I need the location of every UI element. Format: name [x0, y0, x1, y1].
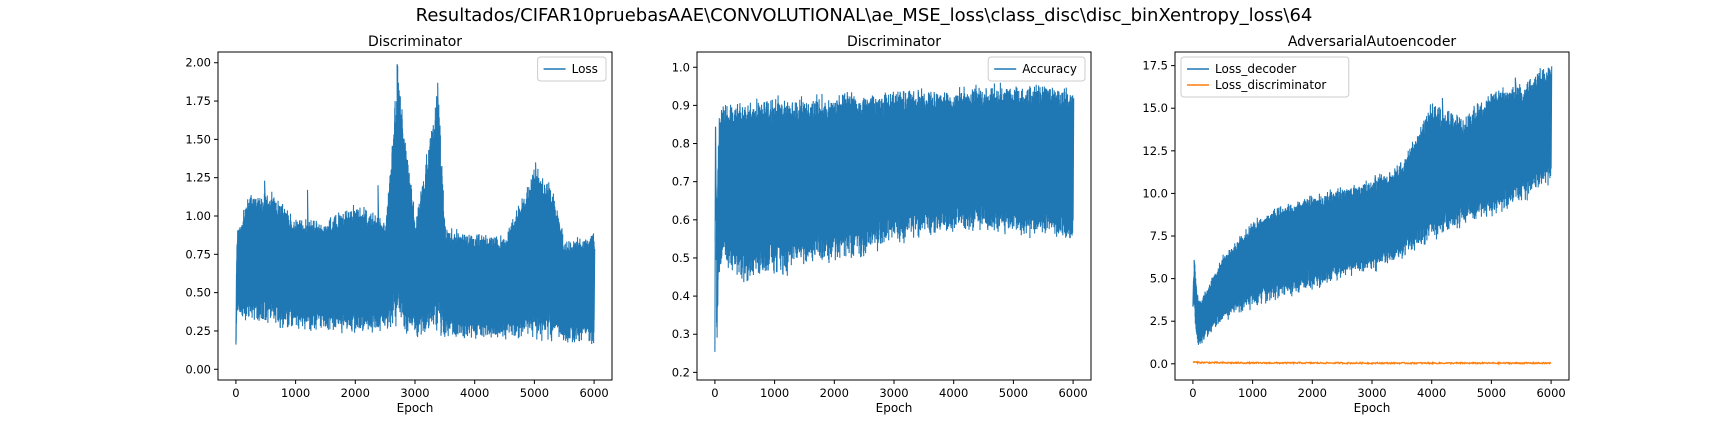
- series-line: [1192, 360, 1552, 366]
- legend: Loss_decoder Loss_discriminator: [1180, 56, 1350, 98]
- x-tick-label: 5000: [520, 386, 549, 400]
- y-tick-label: 0.0: [1150, 357, 1168, 371]
- legend-entry: Loss_decoder: [1215, 62, 1296, 76]
- subplot-adversarial-autoencoder: AdversarialAutoencoder 0 1000 2000 3000 4000 5…: [1142, 34, 1570, 415]
- x-tick-label: 0: [232, 386, 239, 400]
- series-line: [714, 82, 1075, 352]
- series-line: [1192, 66, 1553, 345]
- x-tick-label: 3000: [400, 386, 429, 400]
- y-tick-label: 17.5: [1142, 59, 1168, 73]
- y-tick-label: 12.5: [1142, 144, 1168, 158]
- y-tick-label: 0.2: [672, 365, 690, 379]
- x-tick-label: 2000: [341, 386, 370, 400]
- y-tick-label: 1.50: [185, 132, 211, 146]
- x-axis-label: Epoch: [876, 401, 913, 415]
- y-tick-label: 1.75: [185, 94, 211, 108]
- legend-box: [1180, 56, 1350, 98]
- x-axis-label: Epoch: [1354, 401, 1391, 415]
- y-tick-label: 0.50: [185, 286, 211, 300]
- y-tick-label: 0.9: [672, 98, 690, 112]
- legend-box: [987, 56, 1086, 82]
- x-tick-label: 0: [1189, 386, 1196, 400]
- y-tick-label: 1.0: [672, 60, 690, 74]
- subplot-title: AdversarialAutoencoder: [1288, 34, 1457, 50]
- axes-frame: [696, 51, 1092, 381]
- x-tick-label: 1000: [1238, 386, 1267, 400]
- y-tick-label: 0.25: [185, 324, 211, 338]
- x-tick-label: 5000: [1477, 386, 1506, 400]
- y-tick-label: 7.5: [1150, 229, 1168, 243]
- x-tick-label: 3000: [1357, 386, 1386, 400]
- x-tick-label: 6000: [579, 386, 608, 400]
- subplot-title: Discriminator: [368, 34, 462, 50]
- x-tick-label: 6000: [1536, 386, 1565, 400]
- y-tick-label: 1.25: [185, 171, 211, 185]
- y-tick-label: 10.0: [1142, 186, 1168, 200]
- x-tick-label: 4000: [939, 386, 968, 400]
- y-tick-label: 1.00: [185, 209, 211, 223]
- subplot-title: Discriminator: [847, 34, 941, 50]
- y-tick-label: 0.8: [672, 137, 690, 151]
- subplot-discriminator-loss: Discriminator 0 1000 2000 3000 4000 5000 6000 0.…: [185, 34, 613, 415]
- legend: Accuracy: [987, 56, 1086, 82]
- series-line: [235, 64, 596, 345]
- y-tick-label: 2.5: [1150, 314, 1168, 328]
- x-tick-label: 4000: [1417, 386, 1446, 400]
- x-tick-label: 1000: [760, 386, 789, 400]
- axes-frame: [1174, 51, 1570, 381]
- subplot-discriminator-accuracy: Discriminator 0 1000 2000 3000 4000 5000 6000 0.…: [672, 34, 1092, 415]
- y-tick-label: 0.75: [185, 247, 211, 261]
- x-tick-label: 6000: [1058, 386, 1087, 400]
- legend-entry: Loss: [572, 62, 598, 76]
- legend-entry: Accuracy: [1022, 62, 1077, 76]
- x-axis-label: Epoch: [397, 401, 434, 415]
- y-tick-label: 0.7: [672, 175, 690, 189]
- x-tick-label: 4000: [460, 386, 489, 400]
- x-tick-label: 0: [711, 386, 718, 400]
- y-tick-label: 0.00: [185, 362, 211, 376]
- legend: Loss: [537, 56, 607, 82]
- y-tick-label: 0.6: [672, 213, 690, 227]
- x-tick-label: 2000: [1298, 386, 1327, 400]
- x-tick-label: 1000: [281, 386, 310, 400]
- y-tick-label: 5.0: [1150, 272, 1168, 286]
- axes-frame: [217, 51, 613, 381]
- y-tick-label: 0.3: [672, 327, 690, 341]
- y-tick-label: 15.0: [1142, 101, 1168, 115]
- legend-box: [537, 56, 607, 82]
- x-tick-label: 2000: [820, 386, 849, 400]
- y-tick-label: 0.5: [672, 251, 690, 265]
- y-tick-label: 2.00: [185, 56, 211, 70]
- figure-suptitle: Resultados/CIFAR10pruebasAAE\CONVOLUTION…: [416, 5, 1313, 26]
- x-tick-label: 3000: [879, 386, 908, 400]
- x-tick-label: 5000: [999, 386, 1028, 400]
- legend-entry: Loss_discriminator: [1215, 78, 1326, 92]
- y-tick-label: 0.4: [672, 289, 690, 303]
